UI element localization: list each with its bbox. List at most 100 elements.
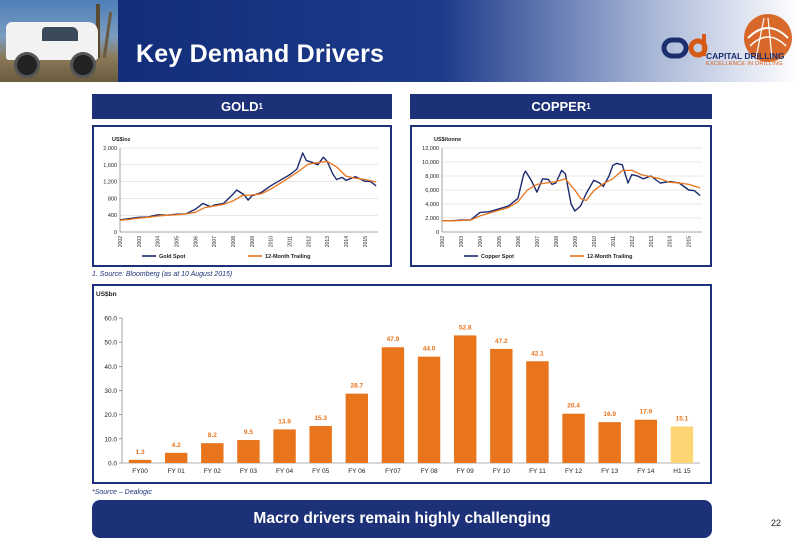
copper-y-tick-label: 0 [436,230,439,236]
copper-x-tick-label: 2003 [459,236,465,247]
bar-y-tick-label: 40.0 [104,364,117,371]
gold-section-header: GOLD 1 [92,94,392,119]
page-number: 22 [771,518,782,528]
bar-data-label: 17.9 [639,409,652,416]
copper-x-tick-label: 2005 [497,236,503,247]
bar-fy03 [237,440,260,463]
bar-fy13 [598,422,621,463]
copper-y-axis-label: US$/tonne [434,137,461,143]
mining-finance-bar-chart: US$bn 0.0 10.0 20.0 30.0 40.0 50.0 60.0 1.3 FY00 4… [96,291,700,475]
copper-y-tick-label: 6,000 [425,188,439,194]
bar-category-label: FY 12 [565,468,583,475]
bar-fy02 [201,443,224,463]
bar-category-label: FY 02 [204,468,222,475]
bar-data-label: 52.8 [459,324,472,331]
truck-wheel-front [70,52,96,78]
drill-rig-mast [96,4,100,58]
gold-chart-panel: US$/oz 0 400 800 1,200 1,600 2,000 2002 2003 2004… [92,125,392,267]
bar-fy04 [273,429,296,463]
bar-data-label: 20.4 [567,403,580,410]
gold-price-chart: US$/oz 0 400 800 1,200 1,600 2,000 2002 2003 2004… [103,137,378,260]
bar-data-label: 47.9 [387,336,400,343]
bar-data-label: 16.9 [603,411,616,418]
header-photo-truck [0,0,118,82]
gold-y-axis-label: US$/oz [112,137,131,143]
gold-x-tick-label: 2015 [363,236,369,247]
bar-fy11 [526,361,549,463]
gold-y-tick-label: 1,200 [103,180,117,186]
bar-fy01 [164,452,188,463]
gold-x-tick-label: 2009 [250,236,256,247]
gold-x-tick-label: 2007 [212,236,218,247]
bar-chart-panel: US$bn 0.0 10.0 20.0 30.0 40.0 50.0 60.0 1.3 FY00 4… [92,284,712,484]
gold-x-tick-label: 2002 [118,236,124,247]
bar-y-tick-label: 60.0 [104,316,117,323]
bar-data-label: 42.1 [531,350,544,357]
gold-series-spot-line [119,152,377,221]
logo-tagline: EXCELLENCE IN DRILLING [706,61,783,67]
gold-series-trailing-line [119,160,377,221]
copper-y-tick-label: 12,000 [422,146,439,152]
copper-x-tick-label: 2010 [592,236,598,247]
bar-category-label: FY 09 [457,468,475,475]
copper-y-tick-label: 10,000 [422,160,439,166]
copper-y-tick-label: 2,000 [425,216,439,222]
gold-y-tick-label: 2,000 [103,146,117,152]
bar-category-label: FY 13 [601,468,619,475]
bar-y-tick-label: 10.0 [104,436,117,443]
bar-category-label: FY 03 [240,468,258,475]
gold-section-label: GOLD [220,99,259,114]
copper-x-tick-label: 2004 [478,236,484,247]
gold-x-tick-label: 2014 [344,236,350,247]
copper-x-tick-label: 2007 [535,236,541,247]
bar-fy14 [634,419,658,463]
bar-category-label: FY 04 [276,468,294,475]
bar-data-label: 9.5 [244,429,253,436]
bar-y-axis-label: US$bn [96,291,117,298]
bar-y-tick-label: 0.0 [108,461,117,468]
dealogic-source-note: *Source – Dealogic [92,489,152,496]
bar-category-label: FY 08 [420,468,438,475]
bar-data-label: 8.2 [208,432,217,439]
bar-fy05 [309,426,332,463]
bar-data-label: 15.3 [314,415,327,422]
bar-category-label: FY 10 [493,468,511,475]
bar-category-label: FY 01 [168,468,186,475]
copper-y-tick-label: 8,000 [425,174,439,180]
gold-x-tick-label: 2008 [231,236,237,247]
copper-series-trailing-line [442,169,701,222]
bar-y-tick-label: 30.0 [104,388,117,395]
bar-category-label: FY 11 [529,468,546,475]
truck-wheel-rear [14,52,40,78]
gold-y-tick-label: 400 [108,213,117,219]
copper-section-header: COPPER 1 [410,94,712,119]
bar-category-label: FY 05 [312,468,330,475]
gold-legend-label-trailing: 12-Month Trailing [265,254,311,260]
bar-data-label: 1.3 [136,449,145,456]
truck-window [42,27,78,41]
bar-fy07 [381,347,405,463]
gold-x-tick-label: 2003 [137,236,143,247]
copper-chart-panel: US$/tonne 0 2,000 4,000 6,000 8,000 10,000 12,0… [410,125,712,267]
logo-text: CAPITAL DRILLING [706,51,785,61]
bar-data-label: 4.2 [172,442,181,449]
bar-y-tick-label: 50.0 [104,340,117,347]
copper-y-tick-label: 4,000 [425,202,439,208]
bar-fy06 [345,393,369,463]
bar-data-label: 28.7 [350,383,363,390]
gold-y-tick-label: 0 [114,230,117,236]
copper-x-tick-label: 2009 [573,236,579,247]
gold-x-tick-label: 2013 [325,236,331,247]
copper-x-tick-label: 2013 [649,236,655,247]
bar-fy00 [128,459,152,463]
bar-data-label: 44.0 [423,346,436,353]
gold-x-tick-label: 2010 [269,236,275,247]
copper-section-label: COPPER [531,99,587,114]
bar-h115 [670,426,694,463]
bloomberg-source-note: 1. Source: Bloomberg (as at 10 August 20… [92,271,233,278]
copper-legend-label-spot: Copper Spot [481,254,514,260]
company-logo [661,14,792,62]
gold-x-tick-label: 2004 [156,236,162,247]
copper-footnote-ref: 1 [586,102,591,111]
gold-x-tick-label: 2005 [174,236,180,247]
